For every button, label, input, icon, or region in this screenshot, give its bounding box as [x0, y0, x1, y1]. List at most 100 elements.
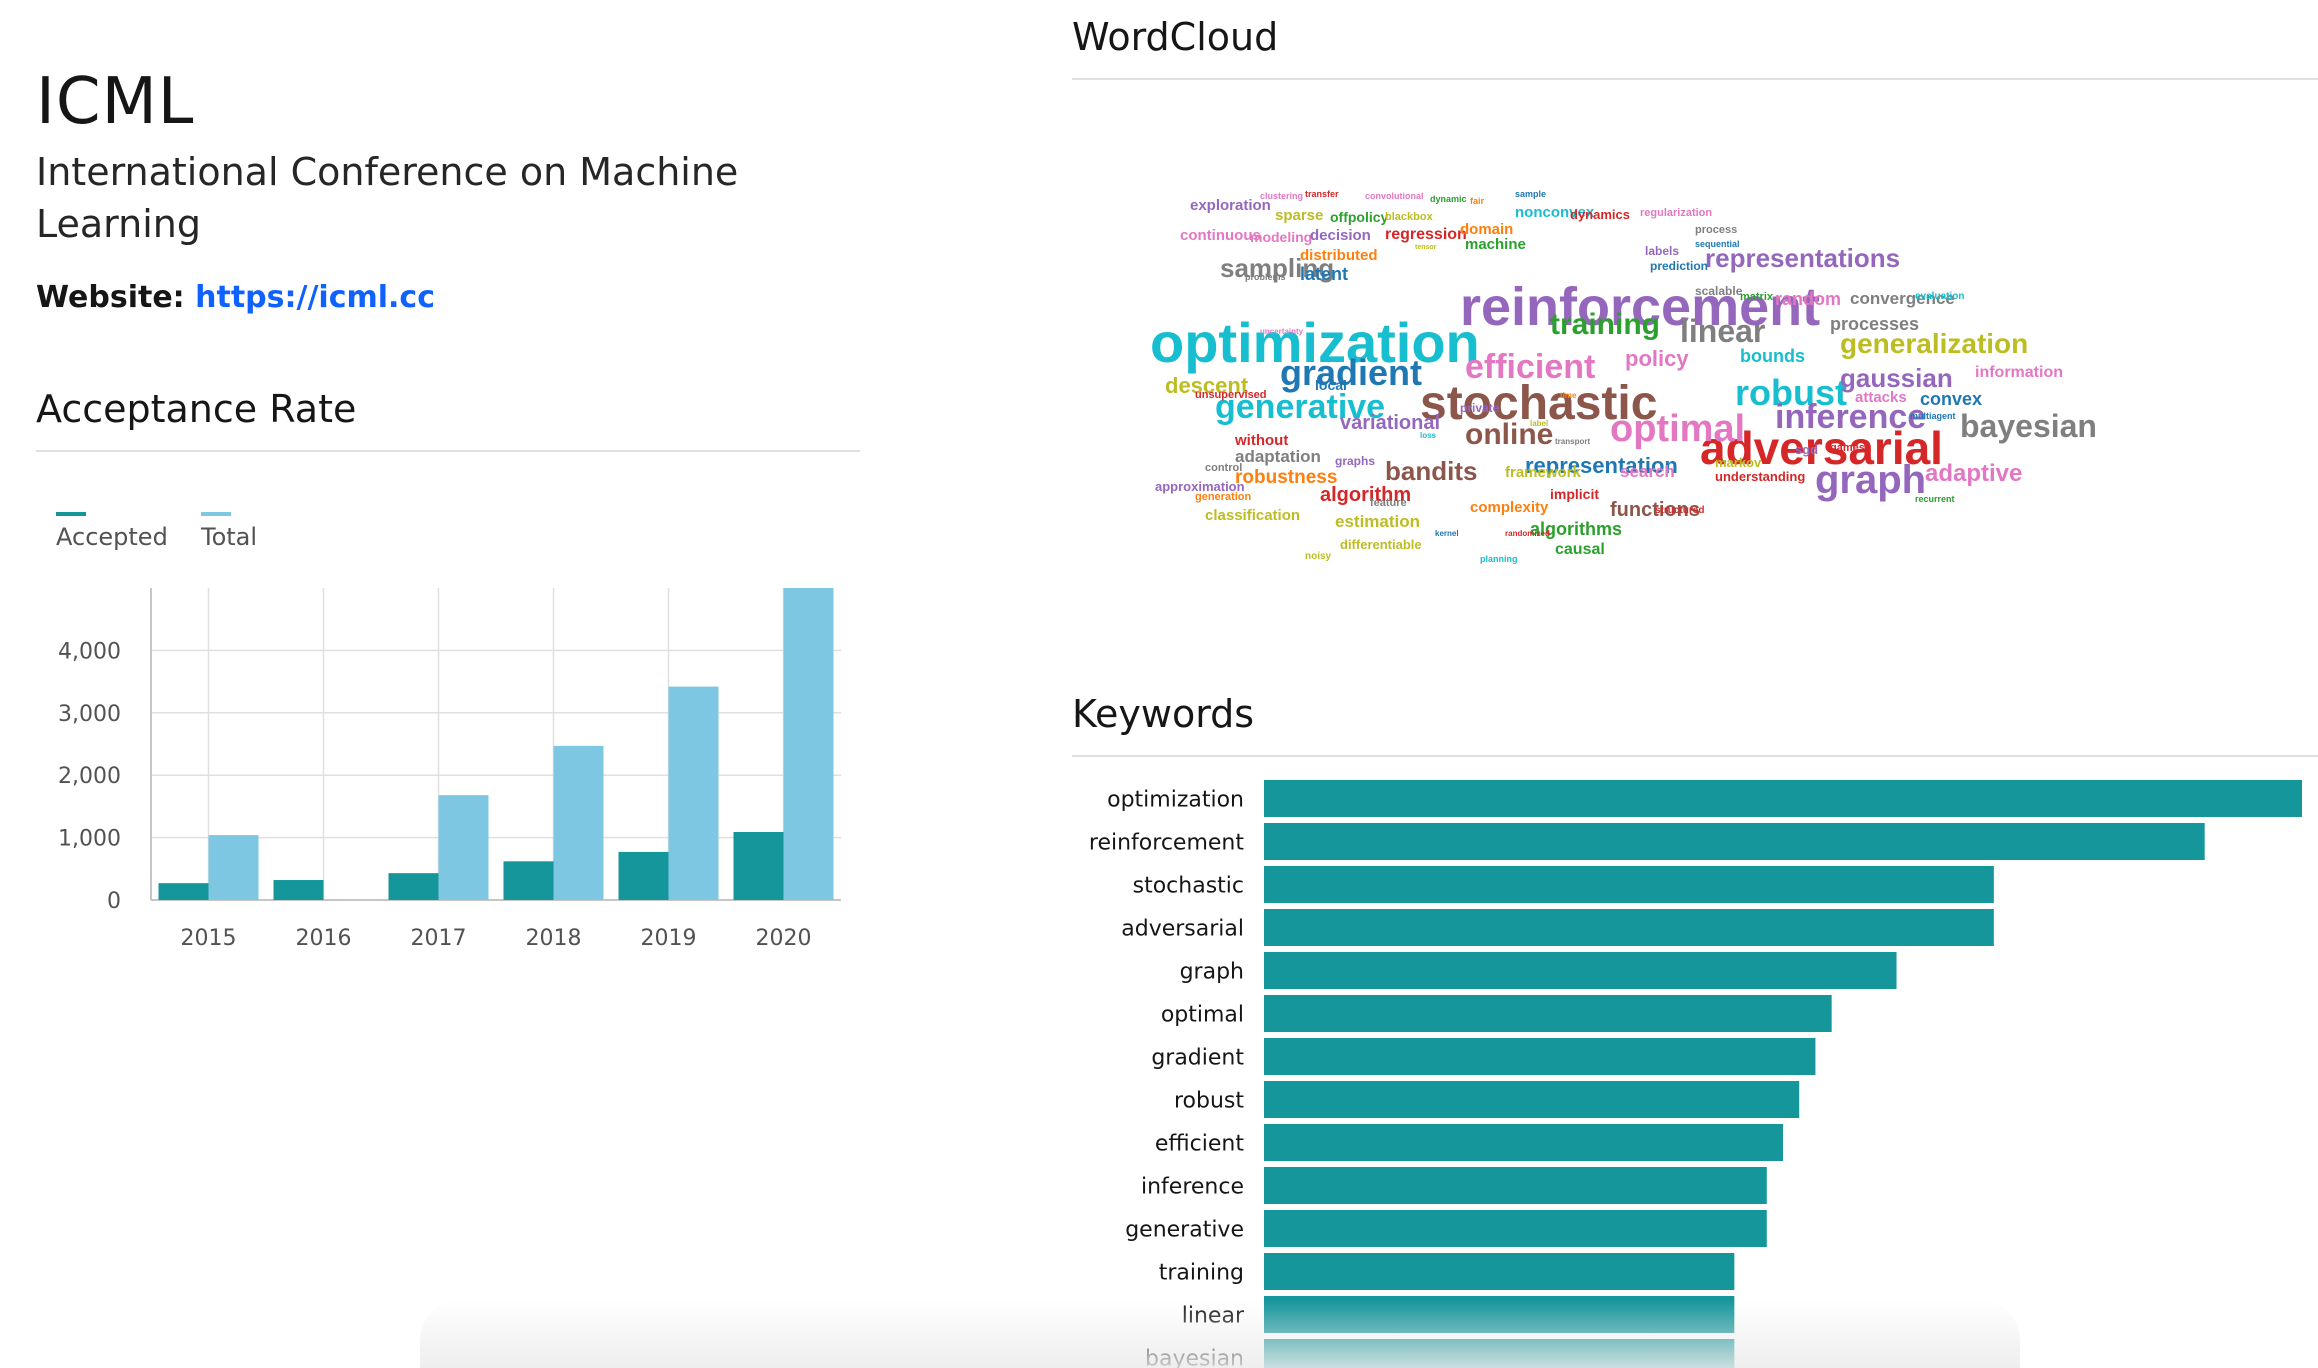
wordcloud-word: estimation — [1335, 512, 1421, 531]
acceptance-rate-divider — [36, 450, 860, 452]
wordcloud-word: descent — [1165, 373, 1249, 398]
x-tick-label: 2015 — [181, 926, 237, 951]
wordcloud-word: adaptation — [1235, 447, 1321, 466]
wordcloud-word: randomized — [1505, 529, 1550, 538]
wordcloud-word: training — [1550, 308, 1660, 341]
wordcloud-word: multiagent — [1910, 411, 1956, 421]
keyword-label: training — [1159, 1261, 1244, 1286]
wordcloud-heading: WordCloud — [1072, 15, 1279, 59]
wordcloud-word: robustness — [1235, 467, 1338, 488]
wordcloud-word: dynamics — [1570, 207, 1630, 222]
wordcloud: optimization reinforcement stochastic adver… — [1150, 180, 2150, 590]
keyword-label: stochastic — [1133, 874, 1244, 899]
legend-label-accepted[interactable]: Accepted — [56, 523, 168, 551]
bottom-scroll-shadow — [420, 1300, 2020, 1368]
wordcloud-word: evaluation — [1915, 291, 1965, 302]
wordcloud-word: approximation — [1155, 479, 1245, 494]
wordcloud-word: convergence — [1850, 289, 1955, 308]
bar-total-2019[interactable] — [668, 686, 719, 900]
wordcloud-word: functions — [1610, 499, 1700, 521]
keyword-bar-optimal[interactable] — [1264, 995, 1832, 1032]
y-tick-label: 2,000 — [58, 764, 121, 789]
wordcloud-word: graph — [1815, 458, 1927, 502]
wordcloud-word: complexity — [1470, 499, 1549, 516]
wordcloud-word: matrix — [1740, 291, 1774, 303]
keyword-label: gradient — [1151, 1046, 1244, 1071]
wordcloud-word: dynamic — [1430, 194, 1467, 204]
wordcloud-word: reinforcement — [1460, 277, 1821, 337]
wordcloud-word: generation — [1195, 491, 1252, 503]
bar-total-2015[interactable] — [208, 835, 259, 900]
bar-accepted-2018[interactable] — [503, 861, 554, 900]
keyword-bar-adversarial[interactable] — [1264, 909, 1994, 946]
wordcloud-word: label — [1530, 419, 1549, 428]
wordcloud-word: gradient — [1280, 352, 1423, 393]
keyword-label: robust — [1174, 1089, 1244, 1114]
bar-total-2017[interactable] — [438, 795, 489, 900]
wordcloud-word: framework — [1505, 464, 1581, 481]
wordcloud-word: algorithm — [1320, 484, 1412, 506]
wordcloud-word: fair — [1470, 196, 1485, 206]
wordcloud-word: convex — [1920, 389, 1983, 409]
legend-label-total[interactable]: Total — [200, 523, 257, 551]
keyword-bar-stochastic[interactable] — [1264, 866, 1994, 903]
wordcloud-word: policy — [1625, 346, 1689, 371]
wordcloud-word: domain — [1460, 221, 1514, 238]
wordcloud-word: sparse — [1275, 207, 1324, 224]
keyword-bar-gradient[interactable] — [1264, 1038, 1816, 1075]
bar-accepted-2019[interactable] — [618, 851, 669, 900]
wordcloud-word: processes — [1830, 314, 1920, 334]
x-tick-label: 2019 — [641, 926, 697, 951]
wordcloud-word: regression — [1385, 226, 1467, 243]
wordcloud-word: sequential — [1695, 239, 1740, 249]
bar-accepted-2015[interactable] — [158, 883, 209, 900]
wordcloud-word: structured — [1655, 505, 1705, 516]
wordcloud-word: generative — [1215, 388, 1386, 426]
wordcloud-word: adaptive — [1925, 460, 2023, 487]
keyword-bar-graph[interactable] — [1264, 952, 1897, 989]
wordcloud-word: nonconvex — [1515, 204, 1595, 221]
keyword-bar-robust[interactable] — [1264, 1081, 1800, 1118]
keyword-label: graph — [1180, 960, 1244, 985]
wordcloud-word: sampling — [1220, 253, 1335, 283]
wordcloud-word: bayesian — [1960, 408, 2097, 444]
legend-swatch-total[interactable] — [201, 512, 231, 516]
bar-total-2020[interactable] — [783, 588, 834, 900]
bar-accepted-2020[interactable] — [733, 831, 784, 900]
wordcloud-word: scalable — [1695, 284, 1743, 298]
wordcloud-word: random — [1775, 289, 1842, 309]
keyword-label: inference — [1141, 1175, 1244, 1200]
wordcloud-divider — [1072, 78, 2318, 80]
keywords-chart: optimization reinforcement stochastic adver… — [1089, 780, 2302, 1368]
bar-accepted-2016[interactable] — [273, 880, 324, 900]
wordcloud-word: games — [1830, 442, 1865, 454]
wordcloud-word: recurrent — [1915, 494, 1955, 504]
wordcloud-word: control — [1205, 462, 1243, 474]
legend-swatch-accepted[interactable] — [56, 512, 86, 516]
acceptance-rate-heading: Acceptance Rate — [36, 387, 357, 431]
keyword-bar-reinforcement[interactable] — [1264, 823, 2205, 860]
website-link[interactable]: https://icml.cc — [195, 280, 435, 315]
keyword-label: optimization — [1107, 788, 1244, 813]
wordcloud-word: transfer — [1305, 189, 1339, 199]
page-title: ICML — [36, 65, 195, 139]
wordcloud-word: causal — [1555, 541, 1605, 558]
keyword-bar-generative[interactable] — [1264, 1210, 1767, 1247]
keyword-bar-efficient[interactable] — [1264, 1124, 1783, 1161]
bar-total-2018[interactable] — [553, 745, 604, 900]
wordcloud-word: without — [1235, 432, 1289, 449]
wordcloud-word: noisy — [1305, 551, 1332, 562]
wordcloud-word: blackbox — [1385, 211, 1433, 223]
page-subtitle: International Conference on Machine Lear… — [36, 150, 739, 246]
keyword-bar-training[interactable] — [1264, 1253, 1735, 1290]
wordcloud-word: inference — [1775, 398, 1927, 436]
keyword-bar-inference[interactable] — [1264, 1167, 1767, 1204]
wordcloud-word: markov — [1715, 455, 1762, 470]
keyword-label: generative — [1125, 1218, 1244, 1243]
wordcloud-word: adversarial — [1700, 422, 1943, 474]
keyword-bar-optimization[interactable] — [1264, 780, 2302, 817]
y-tick-label: 3,000 — [58, 702, 121, 727]
wordcloud-word: understanding — [1715, 469, 1806, 484]
bar-accepted-2017[interactable] — [388, 873, 439, 900]
wordcloud-word: search — [1620, 462, 1675, 481]
